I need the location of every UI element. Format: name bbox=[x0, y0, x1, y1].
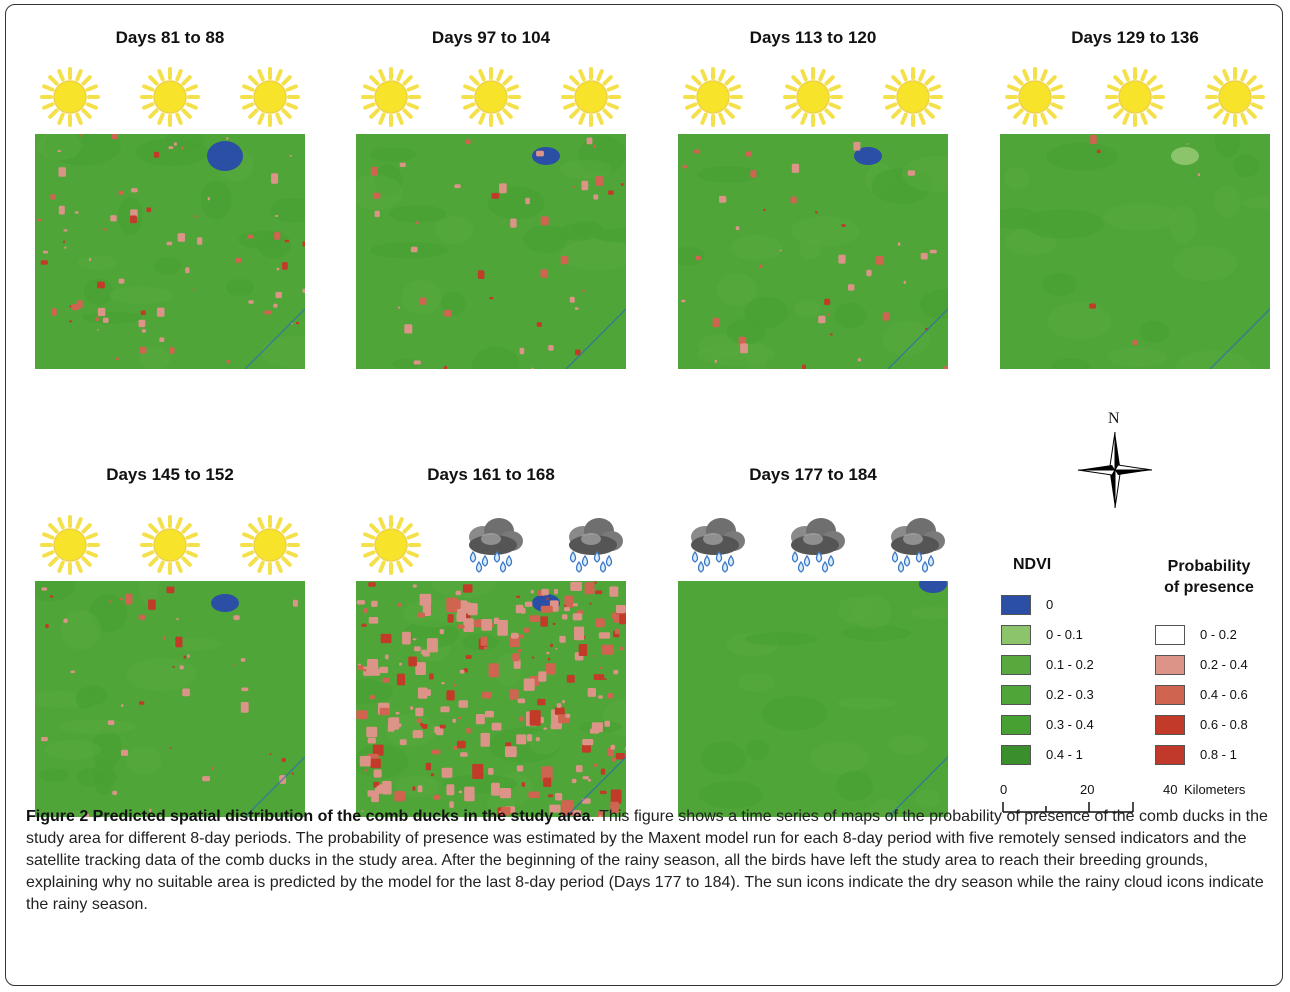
presence-legend-swatch bbox=[1155, 655, 1185, 675]
ndvi-legend-swatch bbox=[1001, 625, 1031, 645]
sun-icon bbox=[40, 67, 100, 127]
prediction-map bbox=[678, 134, 948, 369]
sun-icon bbox=[361, 67, 421, 127]
sun-icon bbox=[561, 67, 621, 127]
weather-icons-row bbox=[356, 515, 626, 577]
weather-icons-row bbox=[678, 515, 948, 577]
sun-icon bbox=[1005, 67, 1065, 127]
map-raster bbox=[678, 581, 948, 817]
ndvi-legend-label: 0.3 - 0.4 bbox=[1046, 717, 1094, 732]
figure-frame bbox=[5, 4, 1283, 986]
sun-icon bbox=[240, 67, 300, 127]
panel-title: Days 97 to 104 bbox=[431, 28, 551, 47]
presence-legend-title-line2: of presence bbox=[1164, 579, 1254, 596]
sun-icon bbox=[1105, 67, 1165, 127]
ndvi-legend-swatch bbox=[1001, 595, 1031, 615]
weather-icons-row bbox=[678, 67, 948, 129]
panel-title: Days 161 to 168 bbox=[427, 465, 555, 484]
sun-icon bbox=[683, 67, 743, 127]
ndvi-legend-swatch bbox=[1001, 655, 1031, 675]
ndvi-legend-label: 0.1 - 0.2 bbox=[1046, 657, 1094, 672]
sun-icon bbox=[461, 67, 521, 127]
sun-icon bbox=[1205, 67, 1265, 127]
panel-title: Days 81 to 88 bbox=[115, 28, 225, 47]
prediction-map bbox=[356, 134, 626, 369]
map-raster bbox=[356, 581, 626, 817]
sun-icon bbox=[40, 515, 100, 575]
map-raster bbox=[35, 134, 305, 369]
map-raster bbox=[678, 134, 948, 369]
map-raster bbox=[1000, 134, 1270, 369]
presence-legend-label: 0.2 - 0.4 bbox=[1200, 657, 1248, 672]
scale-bar bbox=[1002, 802, 1134, 813]
ndvi-legend-swatch bbox=[1001, 715, 1031, 735]
compass-north-label: N bbox=[1108, 410, 1120, 427]
panel-title: Days 177 to 184 bbox=[749, 465, 877, 484]
presence-legend-swatch bbox=[1155, 685, 1185, 705]
ndvi-legend-label: 0 - 0.1 bbox=[1046, 627, 1083, 642]
weather-icons-row bbox=[356, 67, 626, 129]
scale-label-40: 40 bbox=[1163, 782, 1178, 797]
presence-legend-label: 0.6 - 0.8 bbox=[1200, 717, 1248, 732]
sun-icon bbox=[140, 67, 200, 127]
prediction-map bbox=[1000, 134, 1270, 369]
ndvi-legend-label: 0 bbox=[1046, 597, 1054, 612]
rain-cloud-icon bbox=[561, 515, 623, 575]
scale-unit: Kilometers bbox=[1184, 782, 1246, 797]
presence-legend-title: Probability of presence bbox=[1154, 556, 1264, 598]
presence-legend-title-line1: Probability bbox=[1167, 558, 1251, 575]
compass-rose-icon bbox=[1077, 431, 1153, 509]
map-raster bbox=[356, 134, 626, 369]
sun-icon bbox=[883, 67, 943, 127]
rain-cloud-icon bbox=[783, 515, 845, 575]
presence-legend-label: 0 - 0.2 bbox=[1200, 627, 1237, 642]
ndvi-legend-title: NDVI bbox=[1013, 556, 1052, 573]
scale-label-20: 20 bbox=[1080, 782, 1095, 797]
ndvi-legend-label: 0.4 - 1 bbox=[1046, 747, 1083, 762]
prediction-map bbox=[35, 134, 305, 369]
sun-icon bbox=[140, 515, 200, 575]
presence-legend-swatch bbox=[1155, 745, 1185, 765]
caption-label: Figure 2 Predicted spatial distribution … bbox=[26, 808, 591, 825]
map-raster bbox=[35, 581, 305, 817]
rain-cloud-icon bbox=[683, 515, 745, 575]
presence-legend-label: 0.8 - 1 bbox=[1200, 747, 1237, 762]
weather-icons-row bbox=[1000, 67, 1270, 129]
ndvi-legend-swatch bbox=[1001, 685, 1031, 705]
panel-title: Days 145 to 152 bbox=[106, 465, 234, 484]
presence-legend-swatch bbox=[1155, 625, 1185, 645]
rain-cloud-icon bbox=[461, 515, 523, 575]
weather-icons-row bbox=[35, 515, 305, 577]
ndvi-legend-swatch bbox=[1001, 745, 1031, 765]
panel-title: Days 113 to 120 bbox=[749, 28, 877, 47]
panel-title: Days 129 to 136 bbox=[1071, 28, 1199, 47]
prediction-map bbox=[35, 581, 305, 817]
figure-caption: Figure 2 Predicted spatial distribution … bbox=[26, 806, 1272, 916]
prediction-map bbox=[678, 581, 948, 817]
caption-text: . This figure shows a time series of map… bbox=[26, 808, 1268, 913]
sun-icon bbox=[361, 515, 421, 575]
sun-icon bbox=[783, 67, 843, 127]
presence-legend-label: 0.4 - 0.6 bbox=[1200, 687, 1248, 702]
sun-icon bbox=[240, 515, 300, 575]
prediction-map bbox=[356, 581, 626, 817]
rain-cloud-icon bbox=[883, 515, 945, 575]
scale-label-0: 0 bbox=[1000, 782, 1008, 797]
ndvi-legend-label: 0.2 - 0.3 bbox=[1046, 687, 1094, 702]
presence-legend-swatch bbox=[1155, 715, 1185, 735]
weather-icons-row bbox=[35, 67, 305, 129]
